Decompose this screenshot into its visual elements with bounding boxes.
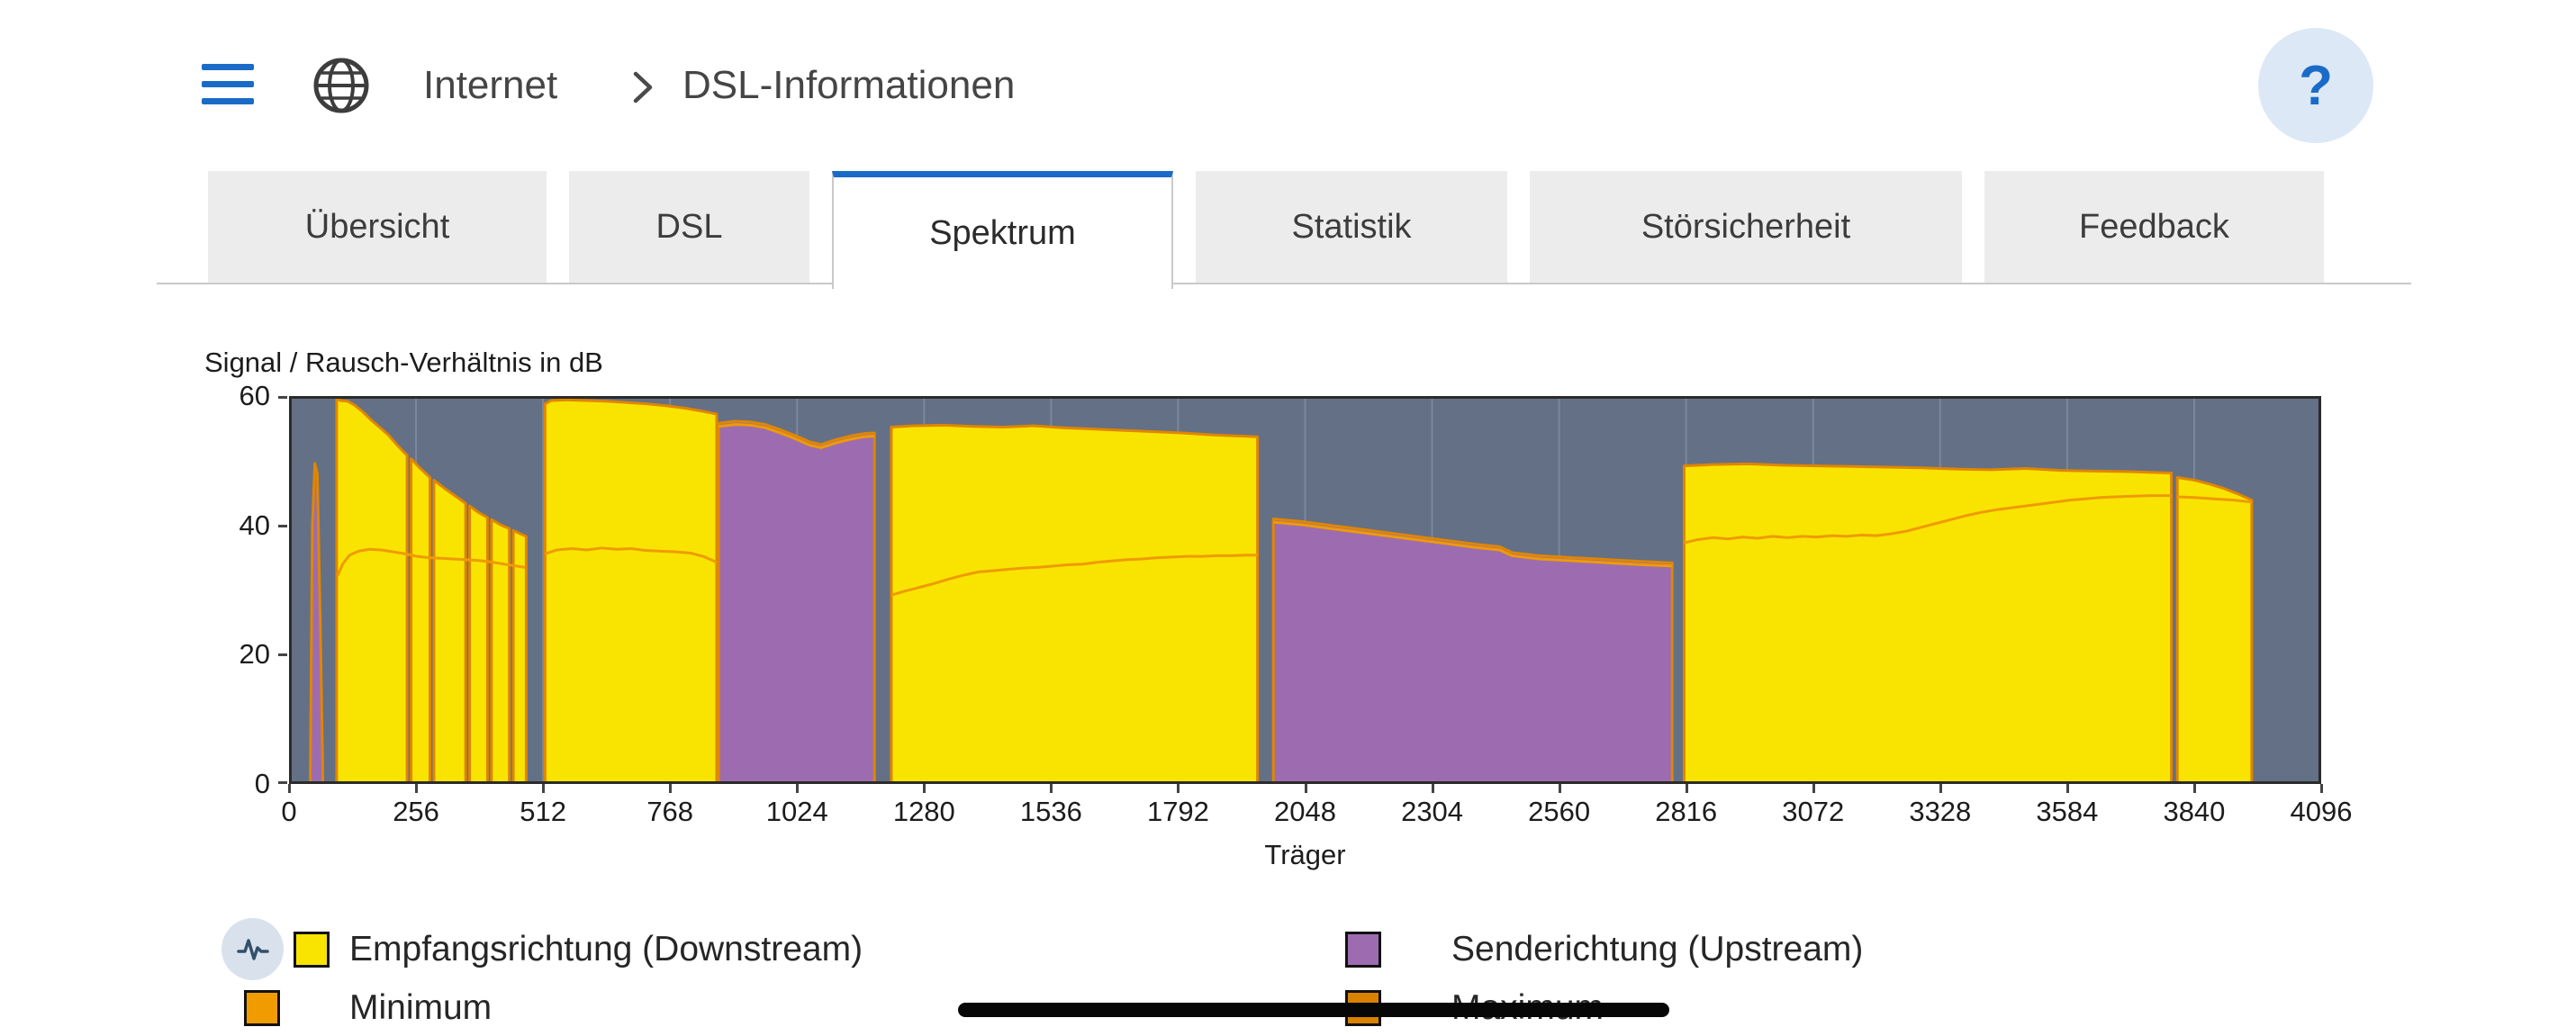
x-tick-label: 2816 [1655,796,1718,827]
x-tick-mark [1431,784,1434,793]
y-tick-label: 0 [254,768,270,799]
x-tick-label: 3328 [1909,796,1972,827]
x-tick-mark [1685,784,1688,793]
y-tick-mark [278,781,287,784]
hamburger-bar [202,81,254,87]
y-axis-ticks [278,396,289,784]
tab-dsl[interactable]: DSL [569,171,809,283]
legend-label-minimum: Minimum [349,988,493,1027]
chevron-right-icon [630,71,655,104]
tab-feedback[interactable]: Feedback [1984,171,2324,283]
legend-swatch-minimum [244,990,280,1026]
tab-uebersicht[interactable]: Übersicht [208,171,547,283]
x-tick-label: 2304 [1401,796,1464,827]
tab-stoersicherheit[interactable]: Störsicherheit [1530,171,1962,283]
x-tick-label: 2048 [1274,796,1336,827]
x-tick-label: 1024 [765,796,828,827]
help-button[interactable]: ? [2258,28,2373,143]
tab-statistik[interactable]: Statistik [1196,171,1507,283]
tab-spektrum[interactable]: Spektrum [832,171,1173,289]
x-tick-label: 0 [281,796,297,827]
x-tick-mark [1050,784,1053,793]
x-tick-mark [1304,784,1307,793]
legend-swatch-downstream [294,932,330,968]
breadcrumb-page-title: DSL-Informationen [682,63,1016,107]
breadcrumb-internet[interactable]: Internet [423,63,558,107]
x-tick-mark [1177,784,1180,793]
tabbar: Übersicht DSL Spektrum Statistik Störsic… [208,171,2324,289]
x-axis-title: Träger [1264,839,1346,870]
hamburger-bar [202,98,254,104]
x-tick-label: 1280 [892,796,955,827]
y-tick-mark [278,396,287,399]
x-tick-label: 768 [646,796,694,827]
hamburger-bar [202,64,254,70]
x-tick-mark [542,784,546,793]
menu-icon[interactable] [202,64,254,104]
x-tick-label: 512 [520,796,566,827]
x-tick-mark [1812,784,1815,793]
gesture-bar[interactable] [958,1003,1669,1017]
legend-label-downstream: Empfangsrichtung (Downstream) [349,930,863,968]
x-tick-mark [2065,784,2069,793]
x-tick-label: 3584 [2036,796,2099,827]
legend-label-upstream: Senderichtung (Upstream) [1451,930,1864,968]
x-tick-label: 3840 [2163,796,2226,827]
y-tick-label: 60 [239,380,270,411]
y-tick-label: 40 [239,509,270,541]
x-tick-label: 3072 [1782,796,1845,827]
y-axis-labels: 0 20 40 60 [162,380,270,799]
y-tick-mark [278,653,287,657]
x-tick-mark [288,784,291,793]
x-tick-mark [796,784,800,793]
globe-icon [312,57,370,114]
x-axis-ticks [288,784,2323,795]
x-tick-label: 1536 [1019,796,1082,827]
x-tick-label: 4096 [2290,796,2353,827]
x-tick-label: 1792 [1146,796,1209,827]
chart-title: Signal / Rausch-Verhältnis in dB [204,347,603,378]
x-tick-label: 2560 [1528,796,1591,827]
x-tick-mark [2320,784,2323,793]
spectrum-fab-button[interactable] [221,918,284,980]
waveform-icon [236,938,269,960]
x-tick-mark [2192,784,2196,793]
x-axis-labels: 0 256 512 768 1024 1280 1536 1792 2048 2304 2560 28… [281,796,2352,832]
y-tick-label: 20 [239,638,270,671]
spectrum-chart [289,396,2321,784]
x-tick-mark [1558,784,1561,793]
tabbar-divider [157,283,2411,284]
legend-swatch-upstream [1345,932,1381,968]
x-tick-mark [669,784,673,793]
x-tick-label: 256 [393,796,439,827]
x-tick-mark [923,784,926,793]
x-tick-mark [415,784,419,793]
x-tick-mark [1939,784,1942,793]
y-tick-mark [278,524,287,527]
